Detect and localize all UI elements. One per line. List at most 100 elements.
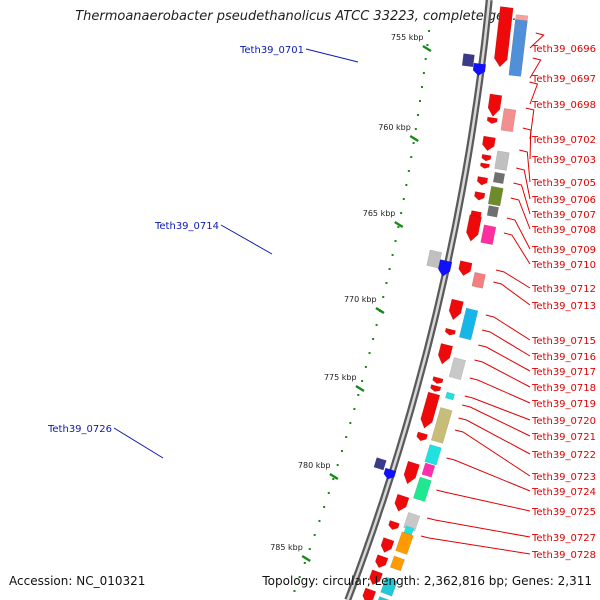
forward-gene xyxy=(474,191,486,201)
label-leader xyxy=(464,395,531,421)
tick-dot xyxy=(410,156,413,158)
tick-dot xyxy=(340,450,343,452)
gene-label: Teth39_0707 xyxy=(531,210,596,221)
label-leader xyxy=(529,32,545,49)
tick-dot xyxy=(303,562,306,564)
label-leader xyxy=(485,314,531,341)
forward-gene xyxy=(494,6,514,68)
cog-block xyxy=(421,462,436,478)
tick-dot xyxy=(353,408,356,410)
forward-gene xyxy=(476,176,489,186)
gene-label: Teth39_0698 xyxy=(531,100,596,111)
reverse-gene-0714-block-shape xyxy=(426,249,443,269)
tick-dot xyxy=(327,492,330,494)
forward-gene xyxy=(416,431,428,442)
gene-label: Teth39_0719 xyxy=(531,399,596,410)
cog-block xyxy=(458,307,479,341)
forward-gene-shape xyxy=(474,191,486,201)
tick-label: 775 kbp xyxy=(324,373,357,382)
label-leader xyxy=(474,359,531,388)
forward-gene xyxy=(430,384,442,392)
forward-gene-shape xyxy=(487,93,503,117)
tick-dot xyxy=(364,366,367,368)
forward-gene-shape xyxy=(448,298,464,321)
gene-label: Teth39_0726 xyxy=(47,424,112,435)
tick-dot xyxy=(388,268,391,270)
gene-label: Teth39_0713 xyxy=(531,301,596,312)
topology-text: Topology: circular; Length: 2,362,816 bp… xyxy=(262,574,592,588)
gene-label: Teth39_0709 xyxy=(531,245,596,256)
reverse-gene-0726-block xyxy=(373,457,387,471)
gene-label: Teth39_0721 xyxy=(531,432,596,443)
forward-gene xyxy=(437,343,454,365)
reverse-gene-0701 xyxy=(472,62,487,76)
forward-gene xyxy=(444,327,456,336)
forward-gene-shape xyxy=(458,260,473,276)
tick-dot xyxy=(397,226,400,228)
label-leader xyxy=(506,217,531,250)
map-title: Thermoanaerobacter pseudethanolicus ATCC… xyxy=(75,9,525,24)
tick-label: 760 kbp xyxy=(378,123,411,132)
label-leader xyxy=(426,517,531,538)
major-tick xyxy=(355,384,365,393)
gene-label: Teth39_0702 xyxy=(531,135,596,146)
cog-block xyxy=(424,444,442,466)
forward-gene-shape xyxy=(482,135,496,152)
tick-label: 770 kbp xyxy=(344,295,377,304)
forward-gene xyxy=(388,520,400,530)
label-leader xyxy=(522,127,532,160)
tick-dot xyxy=(424,58,427,60)
forward-gene xyxy=(380,537,395,553)
gene-label: Teth39_0718 xyxy=(531,383,596,394)
tick-dot xyxy=(402,198,405,200)
cog-block-shape xyxy=(480,224,497,246)
tick-dot xyxy=(385,282,388,284)
tick-dot xyxy=(318,520,321,522)
major-tick xyxy=(409,134,419,143)
cog-block-shape xyxy=(395,531,414,555)
gene-label: Teth39_0712 xyxy=(531,284,596,295)
gene-label: Teth39_0722 xyxy=(531,450,596,461)
forward-gene xyxy=(432,376,444,384)
gene-label: Teth39_0710 xyxy=(531,260,596,271)
tick-dot xyxy=(400,212,403,214)
label-leader xyxy=(495,269,531,289)
major-tick xyxy=(301,554,311,563)
reverse-gene-0726-block-shape xyxy=(373,457,387,471)
forward-gene xyxy=(375,554,389,569)
label-leader xyxy=(513,182,531,215)
label-leader xyxy=(481,329,531,357)
label-leader xyxy=(529,81,539,105)
tick-dot xyxy=(414,128,417,130)
tick-dot xyxy=(405,184,408,186)
cog-block-shape xyxy=(413,476,432,502)
forward-gene-shape xyxy=(362,587,377,600)
tick-dot xyxy=(336,464,339,466)
gene-label: Teth39_0705 xyxy=(531,178,596,189)
cog-block xyxy=(480,224,497,246)
forward-gene xyxy=(481,154,492,162)
major-tick xyxy=(375,306,385,315)
cog-block-shape xyxy=(445,391,455,401)
forward-gene xyxy=(448,298,464,321)
cog-block xyxy=(395,531,414,555)
tick-dot xyxy=(298,576,301,578)
forward-gene xyxy=(466,214,482,242)
tick-dot xyxy=(422,72,425,74)
label-leader xyxy=(510,197,531,230)
forward-gene-shape xyxy=(380,537,395,553)
cog-block xyxy=(430,407,453,444)
forward-gene-shape xyxy=(486,116,498,124)
cog-block xyxy=(486,205,500,218)
cog-block-shape xyxy=(492,171,506,184)
gene-label: Teth39_0697 xyxy=(531,74,596,85)
gene-label: Teth39_0706 xyxy=(531,195,596,206)
label-leader xyxy=(436,489,531,512)
label-leader xyxy=(113,427,164,459)
gene-label: Teth39_0723 xyxy=(531,472,596,483)
reverse-gene-0726 xyxy=(383,467,397,480)
gene-label: Teth39_0724 xyxy=(531,487,596,498)
label-leader xyxy=(420,535,531,555)
tick-dot xyxy=(382,296,385,298)
